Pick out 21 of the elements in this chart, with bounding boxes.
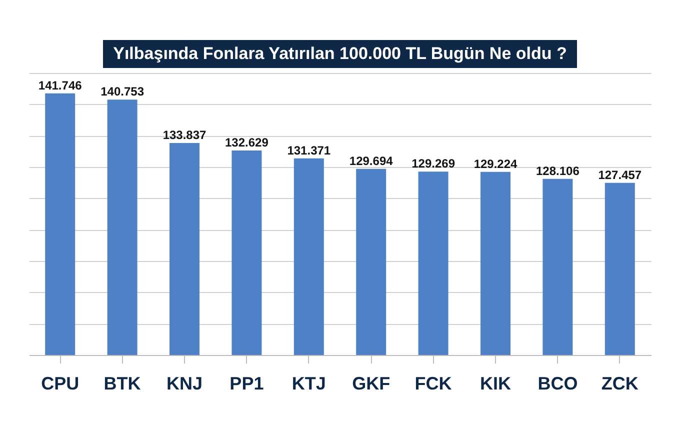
chart-title: Yılbaşında Fonlara Yatırılan 100.000 TL Bugün Ne oldu ? — [103, 40, 577, 68]
x-tick-label: KNJ — [166, 374, 203, 394]
data-label: 141.746 — [38, 78, 82, 92]
data-label: 127.457 — [598, 168, 642, 182]
data-label: 140.753 — [100, 84, 144, 99]
data-label: 129.224 — [474, 156, 518, 171]
x-tick-label: CPU — [41, 374, 80, 394]
x-tick-label: KIK — [480, 374, 511, 394]
data-label: 129.694 — [349, 154, 394, 168]
x-tick-label: PP1 — [230, 374, 264, 394]
x-tick-label: GKF — [352, 374, 390, 394]
data-label: 131.371 — [287, 143, 331, 158]
data-label: 128.106 — [536, 164, 580, 178]
x-tick-label: BTK — [104, 374, 141, 394]
x-tick-label: KTJ — [292, 374, 326, 394]
x-tick-label: BCO — [538, 374, 578, 394]
data-label: 129.269 — [412, 156, 456, 171]
data-label: 133.837 — [162, 128, 207, 142]
x-tick-label: ZCK — [601, 374, 638, 394]
x-tick-label: FCK — [414, 374, 452, 394]
data-label: 132.629 — [225, 136, 269, 150]
